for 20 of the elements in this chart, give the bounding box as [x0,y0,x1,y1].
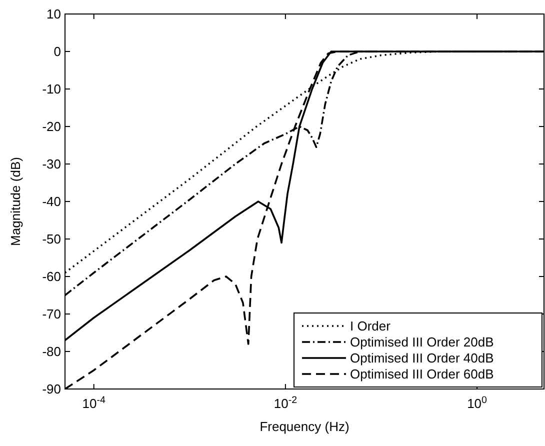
y-tick-label: -60 [42,269,61,284]
y-tick-label: -90 [42,382,61,397]
y-axis-title: Magnitude (dB) [8,157,23,246]
y-tick-label: -10 [42,82,61,97]
y-tick-label: -70 [42,306,61,322]
legend-label: Optimised III Order 20dB [350,334,494,350]
x-tick-label: 10$^{-4}$ [82,394,106,411]
legend-label: Optimised III Order 60dB [350,366,494,382]
legend-label: Optimised III Order 40dB [350,350,494,366]
y-tick-label: 0 [54,44,61,60]
y-tick-label: -40 [42,194,61,210]
y-tick-label: -30 [42,156,61,172]
y-tick-label: -20 [42,119,61,134]
x-axis-title: Frequency (Hz) [260,419,350,434]
x-tick-label: 10$^{0}$ [467,394,488,411]
y-tick-label: -80 [42,344,61,360]
x-tick-label: 10$^{-2}$ [274,394,298,411]
y-tick-label: 10 [46,6,61,22]
legend-label: I Order [350,318,392,334]
y-tick-label: -50 [42,232,61,247]
